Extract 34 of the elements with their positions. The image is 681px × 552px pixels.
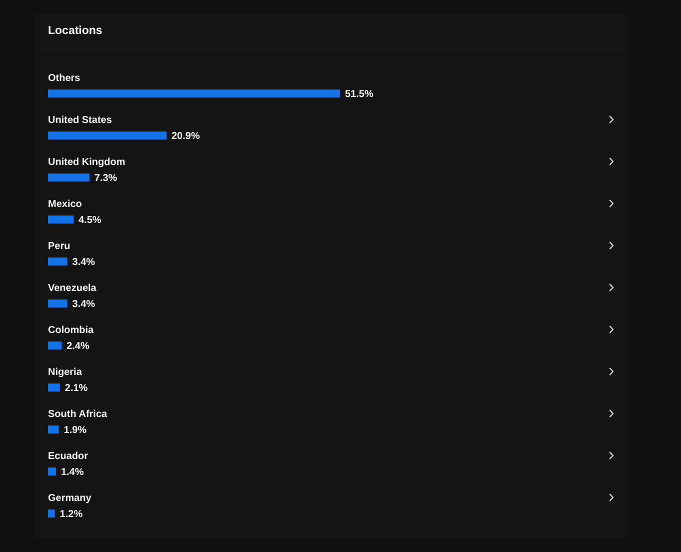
data-label: 51.5% [345, 89, 374, 100]
data-label: 7.3% [94, 173, 118, 184]
bar [48, 216, 74, 224]
data-label: 20.9% [172, 131, 200, 142]
y-tick-label: South Africa [48, 409, 108, 420]
y-tick-label: Others [48, 73, 81, 84]
y-tick-label: Mexico [48, 199, 82, 210]
y-tick-label: United States [48, 115, 112, 126]
bar [48, 342, 62, 350]
data-label: 2.1% [64, 383, 88, 394]
data-label: 3.4% [72, 299, 96, 310]
y-tick-label: United Kingdom [48, 157, 126, 168]
bar [48, 132, 167, 140]
data-label: 1.4% [60, 467, 84, 478]
data-label: 4.5% [78, 215, 102, 226]
data-label: 1.9% [64, 425, 87, 436]
y-tick-label: Peru [48, 241, 70, 252]
y-tick-label: Colombia [48, 325, 94, 336]
data-label: 2.4% [66, 341, 90, 352]
chart-title: Locations [48, 24, 102, 38]
y-tick-label: Venezuela [48, 283, 97, 294]
y-tick-label: Ecuador [48, 451, 88, 462]
y-tick-label: Germany [48, 493, 92, 504]
bar [48, 468, 56, 476]
bar [48, 174, 90, 182]
bar [48, 300, 68, 308]
data-label: 3.4% [72, 257, 96, 268]
bar [48, 510, 55, 518]
data-label: 1.2% [60, 509, 83, 520]
bar [48, 258, 68, 266]
y-tick-label: Nigeria [48, 367, 82, 378]
bar [48, 384, 60, 392]
bar [48, 426, 59, 434]
bar [48, 90, 340, 98]
